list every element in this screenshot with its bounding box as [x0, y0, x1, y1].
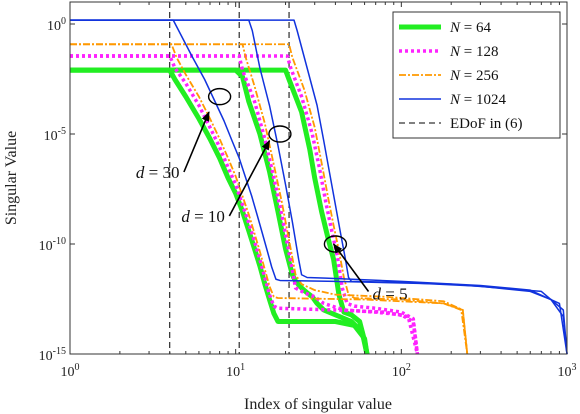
- x-tick-label: 100: [61, 362, 80, 380]
- annotations: d = 30 d = 10 d = 5: [136, 87, 408, 304]
- x-axis-label: Index of singular value: [244, 396, 392, 413]
- plot-frame: [69, 1, 568, 355]
- series-curve: [70, 19, 568, 355]
- x-tick-label: 102: [392, 362, 411, 380]
- edof-lines: [169, 2, 290, 354]
- y-tick-label: 100: [47, 16, 66, 34]
- legend: N = 64 N = 128 N = 256 N = 1024 EDoF in (6): [392, 11, 561, 139]
- axis-ticks: 100 101 102 103 10-15 10-10 10-5 100: [39, 2, 577, 380]
- annotation-arrow: [228, 139, 271, 217]
- series-curve: [70, 19, 568, 355]
- series-curve: [70, 19, 568, 355]
- series-curve: [70, 43, 469, 355]
- y-axis-label: Singular Value: [3, 131, 20, 225]
- series-curve: [70, 54, 420, 355]
- annotation-ellipse: [207, 87, 232, 106]
- x-tick-label: 103: [558, 362, 577, 380]
- series-curve: [70, 54, 420, 355]
- annotation-arrow: [183, 111, 210, 173]
- legend-label-edof: EDoF in (6): [450, 116, 523, 132]
- legend-label: N = 128: [449, 44, 498, 60]
- annotation-label: d = 10: [181, 207, 225, 226]
- series-curve: [70, 67, 370, 355]
- legend-label: N = 64: [449, 20, 491, 36]
- legend-label: N = 1024: [449, 92, 506, 108]
- annotation-label: d = 5: [373, 285, 408, 304]
- y-tick-label: 10-5: [44, 126, 66, 144]
- annotation-arrow: [332, 243, 370, 292]
- x-tick-label: 101: [226, 362, 245, 380]
- annotation-ellipse: [268, 125, 292, 143]
- series-curve: [70, 54, 420, 355]
- series-curve: [70, 43, 469, 355]
- series-curve: [70, 43, 469, 355]
- y-tick-label: 10-10: [39, 236, 66, 254]
- annotation-label: d = 30: [136, 163, 180, 182]
- legend-label: N = 256: [449, 68, 499, 84]
- y-tick-label: 10-15: [39, 346, 66, 364]
- legend-box: [392, 11, 561, 139]
